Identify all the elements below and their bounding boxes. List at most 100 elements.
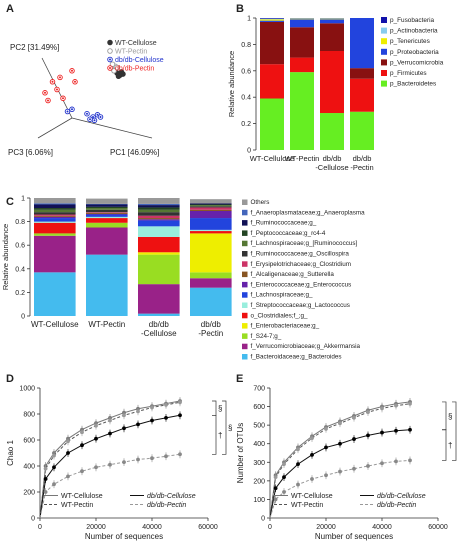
legend-label-7: f_Alcaligenaceae;g_Sutterella bbox=[251, 271, 335, 278]
annotation-3: † bbox=[218, 431, 222, 440]
pcoa-point-1-3 bbox=[114, 64, 120, 71]
category-label: -Cellulose bbox=[141, 329, 177, 338]
bar-segment-3-0 bbox=[350, 111, 374, 150]
x-axis-label: Number of sequences bbox=[315, 532, 393, 541]
pc3-label: PC3 [6.06%] bbox=[8, 148, 53, 157]
series-point-3-8 bbox=[136, 457, 140, 462]
legend-label-2: p_Tenericutes bbox=[390, 38, 430, 45]
series-point-3-11 bbox=[178, 452, 182, 457]
legend-label-6: f_Erysipelotrichaceae;g_Clostridium bbox=[251, 261, 351, 268]
legend-label-1: db/db-Cellulose bbox=[377, 493, 426, 500]
bar-segment-3-7 bbox=[190, 210, 232, 219]
pcoa-point-core-2-2 bbox=[92, 116, 94, 118]
bar-segment-1-6 bbox=[86, 214, 128, 217]
y-tick-label: 400 bbox=[253, 441, 265, 448]
bar-segment-1-2 bbox=[86, 222, 128, 228]
bar-segment-0-4 bbox=[260, 19, 284, 21]
legend-label-6: p_Bacteroidetes bbox=[390, 81, 436, 88]
bar-segment-0-9 bbox=[34, 214, 76, 216]
bar-segment-3-8 bbox=[190, 209, 232, 211]
legend-swatch-0 bbox=[381, 17, 387, 23]
panel-letter-a: A bbox=[6, 3, 14, 15]
pcoa-legend-label-1: WT-Pectin bbox=[115, 49, 147, 56]
pcoa-point-core-3-2 bbox=[59, 76, 61, 79]
y-tick-label: 0.4 bbox=[15, 266, 25, 273]
legend-swatch-4 bbox=[242, 240, 248, 247]
bar-segment-1-3 bbox=[290, 19, 314, 28]
panel-letter-d: D bbox=[6, 373, 14, 385]
legend-swatch-6 bbox=[242, 261, 248, 267]
bar-segment-1-14 bbox=[86, 203, 128, 205]
category-label: WT-Cellulose bbox=[31, 320, 79, 329]
y-tick-label: 400 bbox=[23, 464, 35, 471]
bar-segment-2-1 bbox=[320, 51, 344, 114]
series-point-2-7 bbox=[122, 426, 126, 431]
bar-segment-3-5 bbox=[190, 229, 232, 232]
x-tick-label: 0 bbox=[38, 524, 42, 531]
bar-segment-2-4 bbox=[138, 236, 180, 253]
series-point-3-3 bbox=[66, 474, 70, 479]
legend-label-1: db/db-Cellulose bbox=[147, 493, 196, 500]
y-tick-label: 0 bbox=[261, 516, 265, 523]
series-point-2-8 bbox=[136, 422, 140, 427]
series-line-3 bbox=[269, 459, 411, 519]
legend-label-12: f_Enterobacteriaceae;g_ bbox=[251, 323, 320, 330]
bar-segment-2-8 bbox=[138, 218, 180, 220]
pc1-axis bbox=[71, 117, 153, 139]
pcoa-point-core-3-6 bbox=[62, 97, 64, 100]
bar-segment-2-3 bbox=[138, 252, 180, 255]
annotation-1: § bbox=[218, 404, 222, 413]
series-point-3-1 bbox=[43, 490, 48, 494]
legend-swatch-14 bbox=[242, 343, 248, 350]
category-label: -Pectin bbox=[350, 163, 373, 172]
bar-segment-0-4 bbox=[34, 222, 76, 234]
legend-label-1: p_Actinobacteria bbox=[390, 28, 438, 35]
y-tick-label: 0.6 bbox=[241, 68, 251, 75]
bar-segment-0-0 bbox=[260, 98, 284, 150]
series-point-1-5 bbox=[324, 426, 328, 431]
y-tick-label: 700 bbox=[253, 386, 265, 393]
series-point-3-4 bbox=[80, 469, 84, 474]
x-tick-label: 40000 bbox=[142, 524, 162, 531]
bar-segment-0-13 bbox=[34, 204, 76, 209]
x-tick-label: 60000 bbox=[428, 524, 448, 531]
legend-label-5: p_Firmicutes bbox=[390, 70, 427, 77]
bar-segment-1-4 bbox=[290, 18, 314, 20]
y-tick-label: 0 bbox=[31, 516, 35, 523]
legend-swatch-5 bbox=[242, 251, 248, 257]
pcoa-point-core-2-7 bbox=[71, 108, 73, 111]
series-point-2-1 bbox=[43, 477, 48, 481]
bar-segment-1-12 bbox=[86, 206, 128, 209]
y-tick-label: 1000 bbox=[19, 386, 35, 393]
series-point-1-3 bbox=[296, 447, 300, 452]
x-tick-label: 0 bbox=[268, 524, 272, 531]
bar-segment-1-7 bbox=[86, 213, 128, 215]
series-point-1-1 bbox=[43, 466, 48, 471]
pcoa-point-0-3 bbox=[115, 73, 122, 80]
bracket-3 bbox=[212, 414, 217, 455]
x-tick-label: 20000 bbox=[316, 524, 336, 531]
bar-segment-1-13 bbox=[86, 204, 128, 207]
y-tick-label: 300 bbox=[253, 460, 265, 467]
pcoa-point-1-2 bbox=[111, 68, 117, 74]
series-point-1-9 bbox=[380, 406, 384, 411]
series-point-3-7 bbox=[122, 460, 126, 464]
y-tick-label: 200 bbox=[23, 490, 35, 497]
legend-swatch-11 bbox=[242, 312, 248, 319]
bracket-1 bbox=[212, 400, 217, 416]
legend-label-0: Others bbox=[251, 199, 270, 206]
pcoa-point-core-2-4 bbox=[89, 118, 91, 121]
legend-label-11: o_Clostridiales;f_;g_ bbox=[251, 312, 309, 319]
pcoa-legend-marker-0 bbox=[107, 39, 113, 46]
series-point-3-10 bbox=[394, 459, 398, 464]
bar-segment-2-3 bbox=[320, 19, 344, 24]
legend-label-10: f_Streptococcaceae;g_Lactococcus bbox=[251, 302, 350, 309]
pcoa-point-core-3-4 bbox=[74, 80, 76, 83]
bar-segment-0-7 bbox=[34, 216, 76, 219]
pcoa-point-core-3-7 bbox=[47, 99, 49, 102]
bar-segment-0-10 bbox=[34, 212, 76, 215]
bar-segment-0-2 bbox=[260, 21, 284, 65]
legend-label-0: p_Fusobacteria bbox=[390, 17, 434, 24]
panel-letter-c: C bbox=[6, 196, 14, 208]
legend-label-4: p_Verrucomicrobia bbox=[390, 59, 444, 66]
